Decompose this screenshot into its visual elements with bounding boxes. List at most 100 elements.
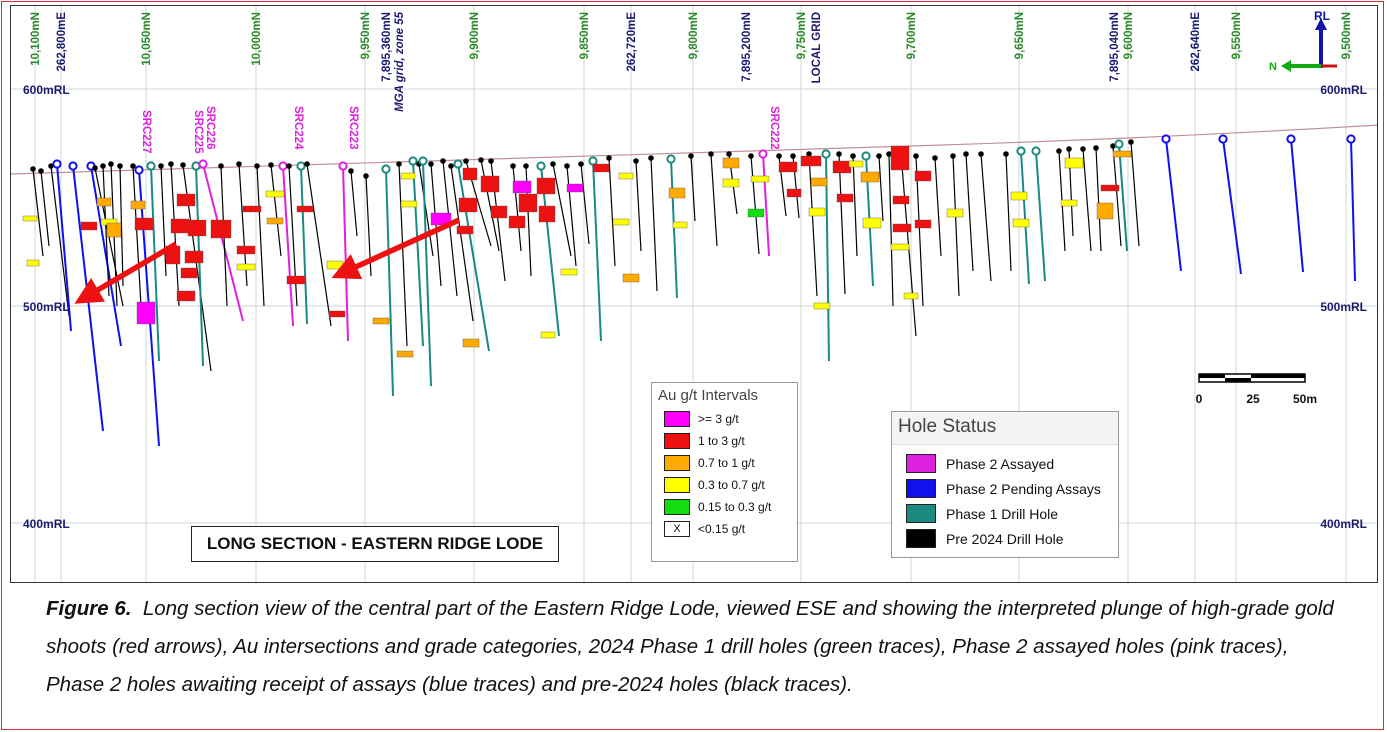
collar-marker bbox=[861, 151, 871, 161]
drill-hole-trace bbox=[132, 165, 142, 307]
hole-id-label: SRC227 bbox=[140, 110, 152, 153]
scale-bar-label: 50m bbox=[1293, 392, 1317, 406]
au-interval bbox=[490, 205, 508, 219]
drill-hole-trace bbox=[888, 153, 894, 307]
au-interval bbox=[892, 223, 912, 233]
au-legend-swatch bbox=[664, 477, 690, 493]
hole-status-swatch bbox=[906, 529, 936, 548]
au-legend-swatch bbox=[664, 499, 690, 515]
collar-marker bbox=[463, 158, 469, 164]
drill-hole-trace bbox=[852, 155, 858, 257]
au-interval bbox=[242, 205, 262, 213]
hole-id-label: SRC223 bbox=[347, 106, 359, 149]
drill-hole-trace bbox=[710, 153, 718, 247]
au-interval bbox=[540, 331, 556, 339]
au-interval bbox=[508, 215, 526, 229]
scale-bar-label: 0 bbox=[1196, 392, 1203, 406]
au-interval bbox=[612, 218, 630, 226]
grid-note-label: 7,895,040mN bbox=[1109, 12, 1121, 82]
au-interval bbox=[722, 157, 740, 169]
collar-marker bbox=[978, 151, 984, 157]
collar-marker bbox=[408, 156, 418, 166]
drill-hole-trace bbox=[422, 160, 432, 387]
compass-north-head bbox=[1281, 60, 1291, 72]
drill-hole-trace bbox=[965, 153, 974, 272]
grid-note-label: LOCAL GRID bbox=[811, 12, 823, 83]
collar-marker bbox=[1110, 143, 1116, 149]
hole-id-label: SRC225 bbox=[192, 110, 204, 154]
scale-bar: 0 25 50m bbox=[1196, 373, 1317, 406]
au-interval bbox=[26, 259, 40, 267]
caption-text: Long section view of the central part of… bbox=[46, 597, 1334, 696]
au-interval bbox=[566, 183, 584, 193]
drill-hole-trace bbox=[878, 155, 884, 222]
au-interval bbox=[236, 263, 256, 271]
northing-label: 9,850mN bbox=[579, 12, 591, 59]
collar-marker bbox=[38, 168, 44, 174]
au-interval bbox=[750, 175, 770, 183]
collar-marker bbox=[510, 163, 516, 169]
collar-marker bbox=[428, 161, 434, 167]
collar-marker bbox=[550, 161, 556, 167]
collar-marker bbox=[564, 163, 570, 169]
northing-label: 9,700mN bbox=[906, 12, 918, 59]
drill-hole-trace bbox=[119, 165, 124, 287]
collar-marker bbox=[180, 162, 186, 168]
collar-marker bbox=[536, 161, 546, 171]
drill-hole-trace bbox=[442, 160, 458, 297]
drill-hole-trace bbox=[418, 163, 434, 257]
drill-hole-trace bbox=[808, 153, 818, 297]
plunge-arrows bbox=[74, 217, 461, 304]
collar-marker bbox=[806, 151, 812, 157]
collar-marker bbox=[218, 163, 224, 169]
drill-hole-trace bbox=[50, 165, 70, 317]
collar-marker bbox=[836, 151, 842, 157]
rl-label-right: 600mRL bbox=[1320, 83, 1367, 97]
compass-up-head bbox=[1315, 18, 1327, 30]
au-interval bbox=[1064, 157, 1084, 169]
au-legend-item: 0.7 to 1 g/t bbox=[652, 452, 797, 474]
collar-marker bbox=[453, 159, 463, 169]
northing-label: 9,950mN bbox=[360, 12, 372, 59]
scale-bar-label: 25 bbox=[1246, 392, 1260, 406]
au-interval bbox=[180, 267, 198, 279]
au-interval bbox=[518, 193, 538, 213]
au-legend-label: 0.3 to 0.7 g/t bbox=[698, 478, 765, 492]
au-interval bbox=[914, 219, 932, 229]
au-interval bbox=[170, 218, 190, 234]
drill-hole-trace bbox=[450, 165, 474, 322]
au-interval bbox=[622, 273, 640, 283]
hole-status-label: Phase 2 Assayed bbox=[946, 455, 1055, 472]
compass-north-label: N bbox=[1269, 61, 1277, 73]
collar-marker bbox=[790, 153, 796, 159]
drill-hole-trace bbox=[342, 165, 349, 342]
drill-hole-trace bbox=[1222, 138, 1242, 275]
au-interval bbox=[462, 338, 480, 348]
drill-hole-trace bbox=[1290, 138, 1304, 273]
collar-marker bbox=[236, 161, 242, 167]
drill-hole-trace bbox=[1112, 145, 1122, 247]
collar-marker bbox=[338, 161, 348, 171]
hole-status-item: Phase 2 Assayed bbox=[892, 451, 1118, 476]
section-title: LONG SECTION - EASTERN RIDGE LODE bbox=[191, 526, 559, 562]
drill-hole-trace bbox=[282, 165, 294, 327]
collar-marker bbox=[396, 161, 402, 167]
au-interval bbox=[786, 188, 802, 198]
collar-marker bbox=[1016, 146, 1026, 156]
collar-marker bbox=[296, 161, 306, 171]
collar-marker bbox=[1161, 134, 1171, 144]
drill-hole-trace bbox=[838, 153, 846, 295]
collar-marker bbox=[108, 161, 114, 167]
collar-marker bbox=[726, 151, 732, 157]
au-legend-item: X <0.15 g/t bbox=[652, 518, 797, 540]
collar-marker bbox=[1093, 145, 1099, 151]
scale-bar-segment bbox=[1225, 378, 1251, 382]
au-legend-item: >= 3 g/t bbox=[652, 408, 797, 430]
collar-marker bbox=[68, 161, 78, 171]
long-section-view: 600mRL 600mRL 500mRL 500mRL 400mRL 400mRL 10,1… bbox=[10, 5, 1378, 583]
drill-hole-trace bbox=[300, 165, 308, 325]
au-interval bbox=[187, 219, 207, 237]
au-interval bbox=[808, 207, 826, 217]
au-interval bbox=[328, 310, 346, 318]
